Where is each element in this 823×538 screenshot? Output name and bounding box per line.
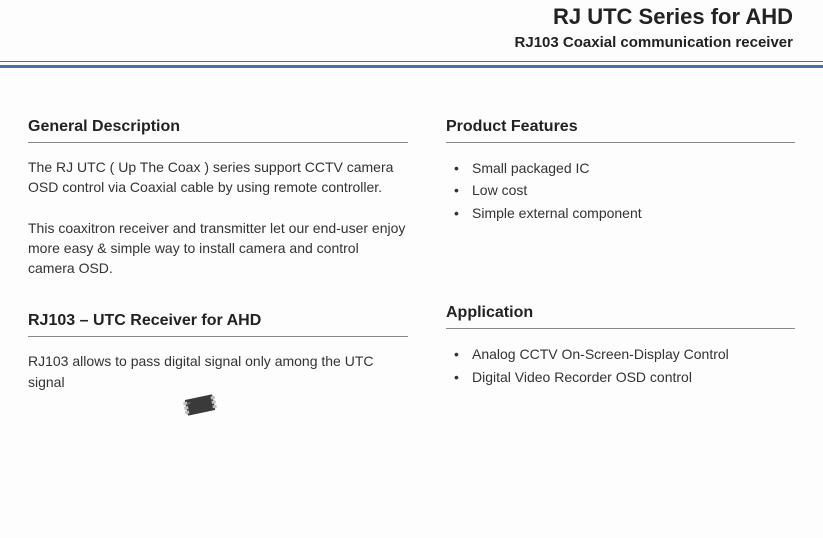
section-title-application: Application <box>446 304 795 329</box>
chip-icon <box>178 389 222 426</box>
right-column: Product Features Small packaged IC Low c… <box>446 118 795 412</box>
section-title-rj103: RJ103 – UTC Receiver for AHD <box>28 312 408 337</box>
desc-paragraph-2: This coaxitron receiver and transmitter … <box>28 218 408 279</box>
feature-item: Small packaged IC <box>458 157 795 179</box>
section-title-general-description: General Description <box>28 118 408 143</box>
product-features-section: Product Features Small packaged IC Low c… <box>446 118 795 224</box>
rj103-body: RJ103 allows to pass digital signal only… <box>28 351 408 392</box>
divider-thick <box>0 65 823 68</box>
desc-paragraph-1: The RJ UTC ( Up The Coax ) series suppor… <box>28 157 408 198</box>
feature-item: Low cost <box>458 179 795 201</box>
application-item: Digital Video Recorder OSD control <box>458 366 795 388</box>
section-title-features: Product Features <box>446 118 795 143</box>
page-title: RJ UTC Series for AHD <box>30 4 793 30</box>
divider-thin <box>0 61 823 62</box>
header-divider <box>0 61 823 68</box>
rj103-paragraph: RJ103 allows to pass digital signal only… <box>28 351 408 392</box>
rj103-section: RJ103 – UTC Receiver for AHD RJ103 allow… <box>28 312 408 392</box>
page-subtitle: RJ103 Coaxial communication receiver <box>30 34 793 51</box>
left-column: General Description The RJ UTC ( Up The … <box>28 118 408 412</box>
application-item: Analog CCTV On-Screen-Display Control <box>458 343 795 365</box>
application-list: Analog CCTV On-Screen-Display Control Di… <box>446 343 795 388</box>
document-header: RJ UTC Series for AHD RJ103 Coaxial comm… <box>0 0 823 61</box>
application-section: Application Analog CCTV On-Screen-Displa… <box>446 304 795 388</box>
content-columns: General Description The RJ UTC ( Up The … <box>0 118 823 412</box>
features-list: Small packaged IC Low cost Simple extern… <box>446 157 795 224</box>
feature-item: Simple external component <box>458 202 795 224</box>
general-description-section: General Description The RJ UTC ( Up The … <box>28 118 408 278</box>
